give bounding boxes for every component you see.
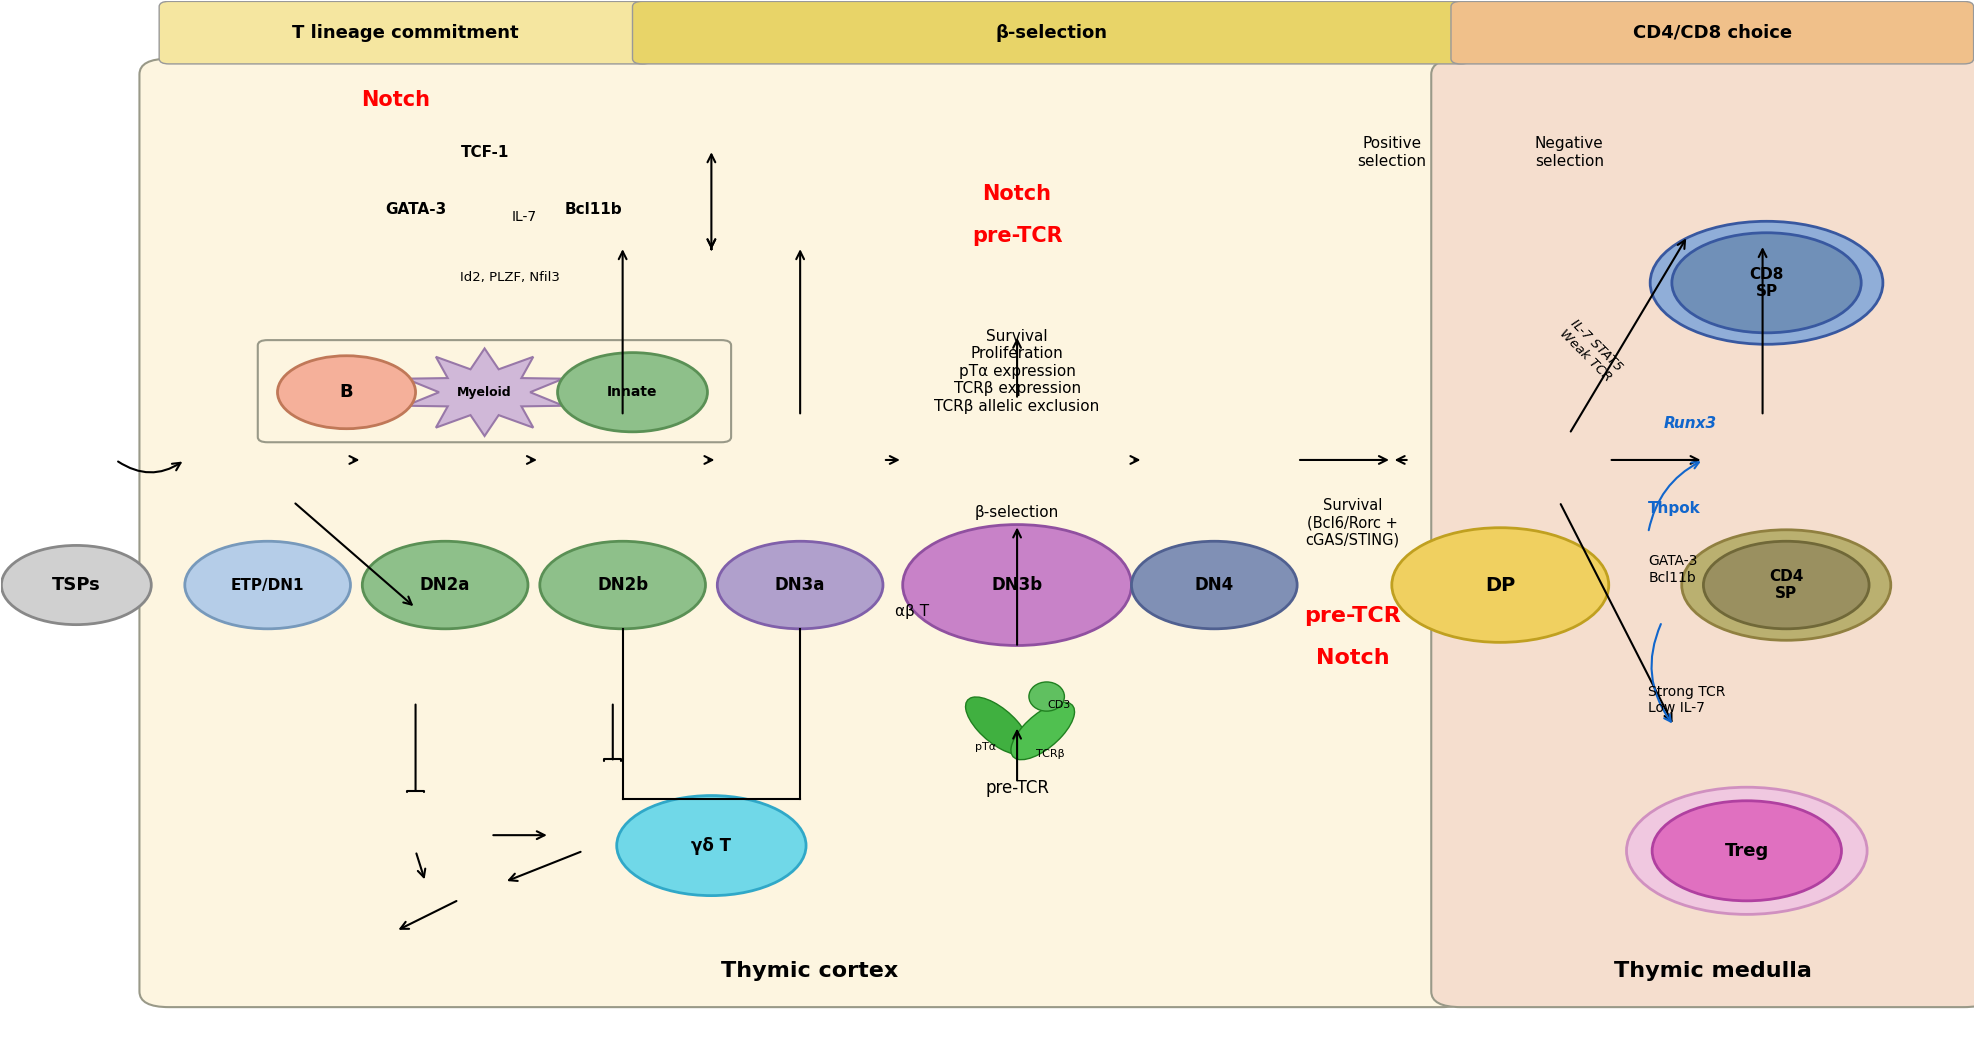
Circle shape xyxy=(1627,787,1866,914)
Text: Thymic cortex: Thymic cortex xyxy=(721,960,899,980)
Circle shape xyxy=(1683,530,1890,641)
Text: pTα: pTα xyxy=(976,742,995,751)
Text: Notch: Notch xyxy=(984,184,1051,204)
Text: Strong TCR
Low IL-7: Strong TCR Low IL-7 xyxy=(1649,684,1726,715)
Text: Thymic medulla: Thymic medulla xyxy=(1614,960,1813,980)
Circle shape xyxy=(1673,233,1860,332)
Ellipse shape xyxy=(1029,682,1065,712)
Text: γδ T: γδ T xyxy=(691,837,731,855)
Ellipse shape xyxy=(966,697,1029,754)
Circle shape xyxy=(1653,800,1841,901)
Text: DN3a: DN3a xyxy=(774,576,826,594)
Text: β-selection: β-selection xyxy=(976,505,1059,519)
Text: Treg: Treg xyxy=(1724,842,1770,860)
Text: DN2a: DN2a xyxy=(421,576,470,594)
FancyBboxPatch shape xyxy=(1452,1,1973,64)
Text: GATA-3: GATA-3 xyxy=(385,203,446,217)
Text: DP: DP xyxy=(1485,576,1515,595)
Circle shape xyxy=(557,352,707,432)
Text: Notch: Notch xyxy=(361,91,431,111)
FancyBboxPatch shape xyxy=(632,1,1471,64)
Text: pre-TCR: pre-TCR xyxy=(972,226,1063,246)
Circle shape xyxy=(1651,222,1882,344)
Circle shape xyxy=(2,545,152,625)
Circle shape xyxy=(616,795,806,896)
Circle shape xyxy=(717,541,883,629)
Text: pre-TCR: pre-TCR xyxy=(1304,606,1400,626)
Text: ETP/DN1: ETP/DN1 xyxy=(231,578,304,593)
Text: Innate: Innate xyxy=(606,386,658,399)
Text: DN2b: DN2b xyxy=(596,576,648,594)
FancyBboxPatch shape xyxy=(1432,59,1975,1007)
Circle shape xyxy=(361,541,527,629)
Polygon shape xyxy=(405,348,563,436)
Circle shape xyxy=(1132,541,1298,629)
Text: Negative
selection: Negative selection xyxy=(1535,136,1604,168)
Text: CD4/CD8 choice: CD4/CD8 choice xyxy=(1633,24,1791,42)
Text: TSPs: TSPs xyxy=(51,576,101,594)
Text: TCRβ: TCRβ xyxy=(1037,749,1065,759)
Text: TCF-1: TCF-1 xyxy=(460,145,510,160)
Text: CD3: CD3 xyxy=(1047,700,1070,710)
FancyBboxPatch shape xyxy=(160,1,652,64)
Text: Myeloid: Myeloid xyxy=(458,386,512,399)
Circle shape xyxy=(903,525,1132,646)
Circle shape xyxy=(1392,528,1610,643)
Text: T lineage commitment: T lineage commitment xyxy=(292,24,519,42)
Ellipse shape xyxy=(1011,702,1074,760)
Text: β-selection: β-selection xyxy=(995,24,1108,42)
Text: DN4: DN4 xyxy=(1195,576,1234,594)
Circle shape xyxy=(539,541,705,629)
Text: Id2, PLZF, Nfil3: Id2, PLZF, Nfil3 xyxy=(460,271,561,284)
Text: CD4
SP: CD4 SP xyxy=(1770,568,1803,601)
Circle shape xyxy=(1702,541,1868,629)
FancyBboxPatch shape xyxy=(140,59,1471,1007)
Text: IL-7: IL-7 xyxy=(512,210,537,224)
Text: DN3b: DN3b xyxy=(991,576,1043,594)
Text: IL-7 STAT5
Weak TCR: IL-7 STAT5 Weak TCR xyxy=(1556,317,1625,385)
Circle shape xyxy=(278,355,415,428)
Text: αβ T: αβ T xyxy=(895,604,930,619)
Text: pre-TCR: pre-TCR xyxy=(986,780,1049,797)
Text: Survival
(Bcl6/Rorc +
cGAS/STING): Survival (Bcl6/Rorc + cGAS/STING) xyxy=(1305,497,1400,548)
Text: Bcl11b: Bcl11b xyxy=(565,203,622,217)
Text: Notch: Notch xyxy=(1315,648,1388,668)
Text: Runx3: Runx3 xyxy=(1665,416,1716,431)
Text: Positive
selection: Positive selection xyxy=(1357,136,1426,168)
Text: CD8
SP: CD8 SP xyxy=(1750,266,1783,299)
Text: B: B xyxy=(340,384,354,401)
Text: Thpok: Thpok xyxy=(1649,502,1700,516)
Text: Survival
Proliferation
pTα expression
TCRβ expression
TCRβ allelic exclusion: Survival Proliferation pTα expression TC… xyxy=(934,329,1100,414)
Circle shape xyxy=(186,541,350,629)
Text: GATA-3
Bcl11b: GATA-3 Bcl11b xyxy=(1649,554,1698,584)
